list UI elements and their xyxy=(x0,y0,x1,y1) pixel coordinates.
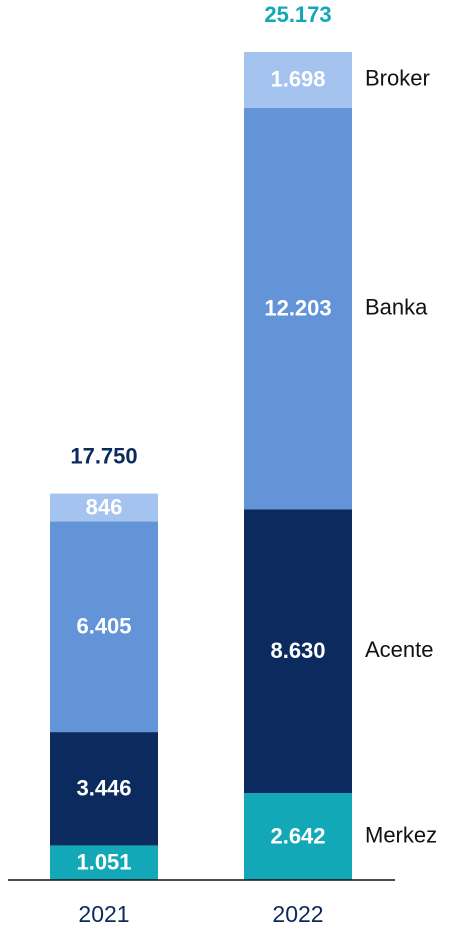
x-tick-label: 2022 xyxy=(272,901,323,927)
bar-segment xyxy=(244,509,352,794)
series-label: Banka xyxy=(365,294,428,319)
bar-segment xyxy=(50,845,158,880)
series-label: Acente xyxy=(365,637,434,662)
total-label: 17.750 xyxy=(70,443,137,468)
value-label: 8.630 xyxy=(270,638,325,663)
bar-segment xyxy=(50,521,158,733)
series-label: Broker xyxy=(365,66,430,91)
value-label: 846 xyxy=(86,494,123,519)
bar-segment xyxy=(244,793,352,880)
x-tick-label: 2021 xyxy=(78,901,129,927)
bar-segment xyxy=(50,732,158,846)
series-label: Merkez xyxy=(365,822,437,847)
bar-segment xyxy=(244,52,352,108)
value-label: 6.405 xyxy=(76,614,131,639)
bar-segment xyxy=(50,493,158,522)
value-label: 1.698 xyxy=(270,67,325,92)
value-label: 3.446 xyxy=(76,776,131,801)
value-label: 12.203 xyxy=(264,295,331,320)
bar-segment xyxy=(244,107,352,510)
total-label: 25.173 xyxy=(264,2,331,27)
value-label: 1.051 xyxy=(76,850,131,875)
value-label: 2.642 xyxy=(270,823,325,848)
